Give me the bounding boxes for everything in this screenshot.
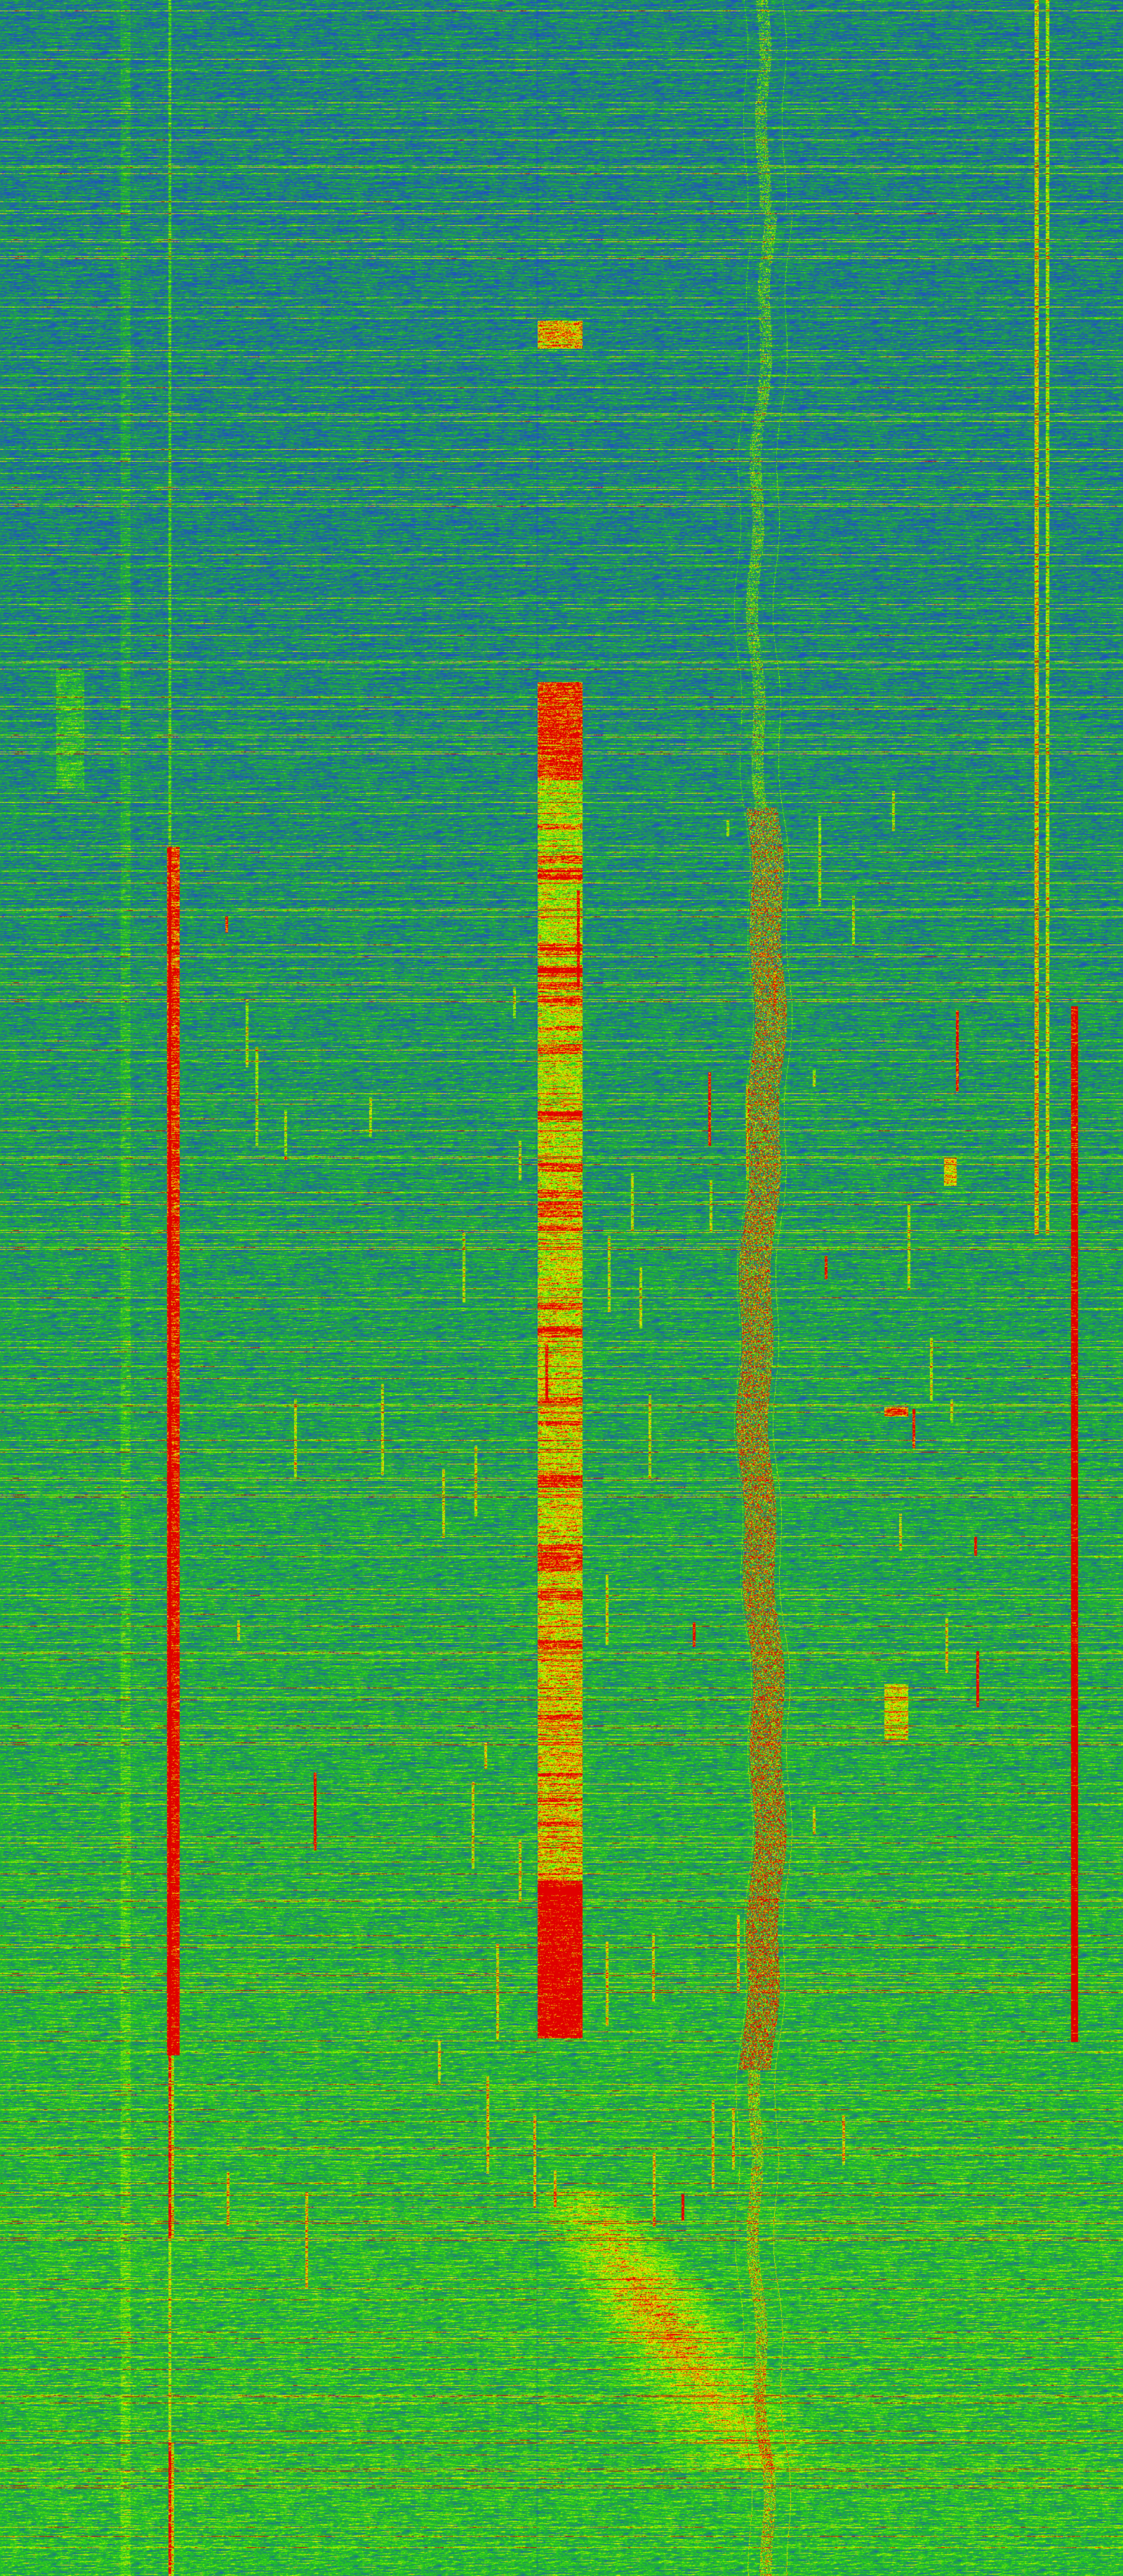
waterfall-spectrogram xyxy=(0,0,1123,2576)
